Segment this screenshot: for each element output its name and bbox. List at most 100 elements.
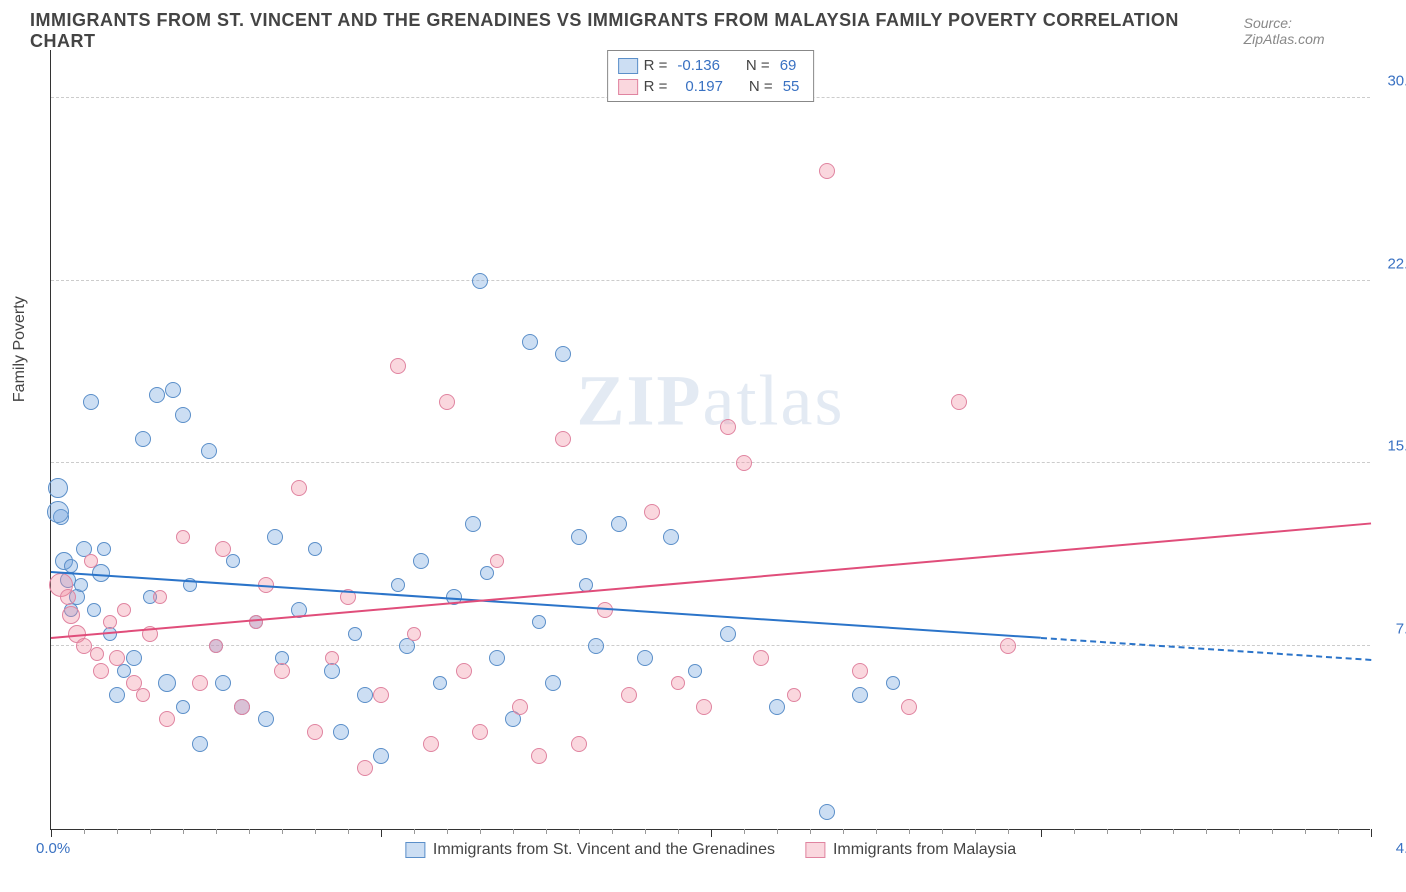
scatter-point (696, 699, 712, 715)
scatter-point (176, 530, 190, 544)
scatter-point (165, 382, 181, 398)
xtick (1206, 829, 1207, 834)
legend-item-2: Immigrants from Malaysia (805, 841, 1016, 859)
xtick (513, 829, 514, 834)
xtick (84, 829, 85, 834)
scatter-point (439, 394, 455, 410)
xtick (1074, 829, 1075, 834)
scatter-point (663, 529, 679, 545)
xtick (777, 829, 778, 834)
scatter-point (325, 651, 339, 665)
scatter-point (135, 431, 151, 447)
scatter-point (465, 516, 481, 532)
ytick-label: 30.0% (1387, 72, 1406, 89)
scatter-point (555, 346, 571, 362)
scatter-point (769, 699, 785, 715)
scatter-point (522, 334, 538, 350)
trend-line (1041, 637, 1371, 661)
scatter-point (192, 736, 208, 752)
scatter-point (97, 542, 111, 556)
xtick (1008, 829, 1009, 834)
scatter-point (153, 590, 167, 604)
xtick (1305, 829, 1306, 834)
r-value-2: 0.197 (673, 78, 727, 95)
n-label: N = (746, 57, 770, 74)
gridline (51, 280, 1370, 281)
scatter-point (117, 603, 131, 617)
xtick (579, 829, 580, 834)
r-label: R = (644, 78, 668, 95)
scatter-point (62, 606, 80, 624)
xtick (876, 829, 877, 834)
xtick (249, 829, 250, 834)
xtick (1272, 829, 1273, 834)
scatter-point (480, 566, 494, 580)
xtick (282, 829, 283, 834)
trend-line (51, 571, 1041, 639)
legend-swatch-blue (618, 58, 638, 74)
legend-row-series2: R = 0.197 N = 55 (618, 76, 804, 97)
xtick (216, 829, 217, 834)
scatter-point (87, 603, 101, 617)
scatter-point (201, 443, 217, 459)
scatter-point (886, 676, 900, 690)
scatter-point (433, 676, 447, 690)
scatter-point (852, 663, 868, 679)
scatter-point (215, 675, 231, 691)
xtick (480, 829, 481, 834)
xtick (711, 829, 712, 837)
scatter-point (512, 699, 528, 715)
scatter-point (274, 663, 290, 679)
xtick (315, 829, 316, 834)
scatter-point (413, 553, 429, 569)
scatter-point (234, 699, 250, 715)
scatter-point (175, 407, 191, 423)
xtick (1140, 829, 1141, 834)
scatter-point (291, 480, 307, 496)
xtick (51, 829, 52, 837)
scatter-point (852, 687, 868, 703)
scatter-point (901, 699, 917, 715)
scatter-point (373, 687, 389, 703)
yaxis-title: Family Poverty (11, 296, 29, 402)
xtick (810, 829, 811, 834)
legend-series: Immigrants from St. Vincent and the Gren… (405, 841, 1016, 859)
scatter-point (159, 711, 175, 727)
scatter-point (819, 163, 835, 179)
legend-swatch-pink (805, 842, 825, 858)
scatter-point (787, 688, 801, 702)
source-label: Source: ZipAtlas.com (1244, 15, 1376, 47)
xlabel-min: 0.0% (36, 840, 70, 857)
chart-title: IMMIGRANTS FROM ST. VINCENT AND THE GREN… (30, 10, 1244, 52)
scatter-point (571, 736, 587, 752)
scatter-point (1000, 638, 1016, 654)
scatter-point (249, 615, 263, 629)
scatter-point (532, 615, 546, 629)
scatter-point (47, 501, 69, 523)
xtick (612, 829, 613, 834)
ytick-label: 15.0% (1387, 438, 1406, 455)
xtick (1173, 829, 1174, 834)
scatter-point (109, 650, 125, 666)
xtick (414, 829, 415, 834)
scatter-point (736, 455, 752, 471)
xtick (348, 829, 349, 834)
ytick-label: 7.5% (1396, 621, 1406, 638)
xtick (678, 829, 679, 834)
xtick (744, 829, 745, 834)
scatter-point (720, 419, 736, 435)
n-value-2: 55 (779, 78, 804, 95)
legend-swatch-blue (405, 842, 425, 858)
scatter-point (390, 358, 406, 374)
xtick (381, 829, 382, 837)
scatter-point (531, 748, 547, 764)
scatter-point (209, 639, 223, 653)
scatter-point (90, 647, 104, 661)
xtick (447, 829, 448, 834)
watermark: ZIPatlas (577, 359, 845, 442)
scatter-point (267, 529, 283, 545)
r-value-1: -0.136 (673, 57, 724, 74)
scatter-point (258, 711, 274, 727)
xtick (117, 829, 118, 834)
gridline (51, 462, 1370, 463)
